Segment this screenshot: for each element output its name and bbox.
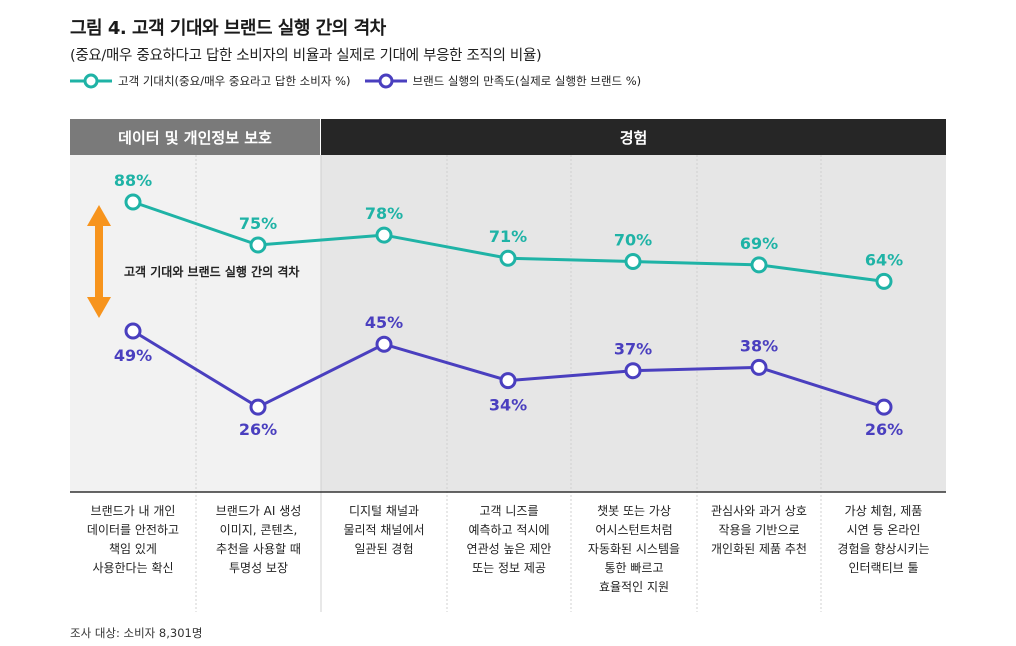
header-experience: 경험 (321, 119, 946, 155)
legend-item-expectation: 고객 기대치(중요/매우 중요라고 답한 소비자 %) (70, 71, 351, 91)
data-label: 69% (740, 234, 778, 253)
data-point (624, 362, 642, 380)
legend-item-execution: 브랜드 실행의 만족도(실제로 실행한 브랜드 %) (364, 71, 642, 91)
legend-swatch-teal (70, 73, 112, 89)
chart-subtitle: (중요/매우 중요하다고 답한 소비자의 비율과 실제로 기대에 부응한 조직의… (70, 48, 542, 64)
panel-bg-experience (321, 155, 946, 492)
category-label: 디지털 채널과 물리적 채널에서 일관된 경험 (343, 504, 425, 556)
data-point (624, 253, 642, 271)
data-point (875, 272, 893, 290)
data-label: 64% (865, 250, 903, 269)
gap-arrow-head-down (87, 297, 111, 318)
data-point (249, 398, 267, 416)
chart-title: 그림 4. 고객 기대와 브랜드 실행 간의 격차 (70, 18, 386, 39)
data-label: 26% (239, 420, 277, 439)
data-label: 70% (614, 231, 652, 250)
category-label: 챗봇 또는 가상 어시스턴트처럼 자동화된 시스템을 통한 빠르고 효율적인 지… (587, 504, 681, 594)
data-label: 45% (365, 313, 403, 332)
data-label: 34% (489, 396, 527, 415)
data-label: 38% (740, 336, 778, 355)
data-point (499, 249, 517, 267)
data-label: 71% (489, 227, 527, 246)
legend-label-expectation: 고객 기대치(중요/매우 중요라고 답한 소비자 %) (118, 74, 351, 88)
legend-swatch-purple (364, 73, 407, 89)
category-label: 관심사와 과거 상호 작용을 기반으로 개인화된 제품 추천 (711, 504, 807, 556)
category-label: 가상 체험, 제품 시연 등 온라인 경험을 향상시키는 인터랙티브 툴 (837, 504, 930, 575)
category-label: 브랜드가 내 개인 데이터를 안전하고 책임 있게 사용한다는 확신 (86, 504, 180, 575)
data-point (875, 398, 893, 416)
data-point (375, 335, 393, 353)
data-point (750, 358, 768, 376)
data-label: 26% (865, 420, 903, 439)
legend: 고객 기대치(중요/매우 중요라고 답한 소비자 %) 브랜드 실행의 만족도(… (70, 70, 655, 92)
gap-arrow-shaft (95, 222, 103, 302)
legend-label-execution: 브랜드 실행의 만족도(실제로 실행한 브랜드 %) (412, 74, 642, 88)
category-label: 고객 니즈를 예측하고 적시에 연관성 높은 제안 또는 정보 제공 (466, 504, 552, 575)
gap-arrow-head-up (87, 205, 111, 226)
data-label: 75% (239, 214, 277, 233)
data-point (750, 256, 768, 274)
header-data-privacy: 데이터 및 개인정보 보호 (70, 119, 320, 155)
category-label: 브랜드가 AI 생성 이미지, 콘텐츠, 추천을 사용할 때 투명성 보장 (215, 504, 302, 575)
data-point (375, 226, 393, 244)
data-point (249, 236, 267, 254)
data-label: 88% (114, 171, 152, 190)
data-label: 78% (365, 204, 403, 223)
data-point (499, 372, 517, 390)
data-label: 49% (114, 346, 152, 365)
source-note: 조사 대상: 소비자 8,301명 (70, 626, 203, 640)
data-point (124, 322, 142, 340)
data-point (124, 193, 142, 211)
data-label: 37% (614, 340, 652, 359)
gap-label: 고객 기대와 브랜드 실행 간의 격차 (124, 264, 299, 279)
